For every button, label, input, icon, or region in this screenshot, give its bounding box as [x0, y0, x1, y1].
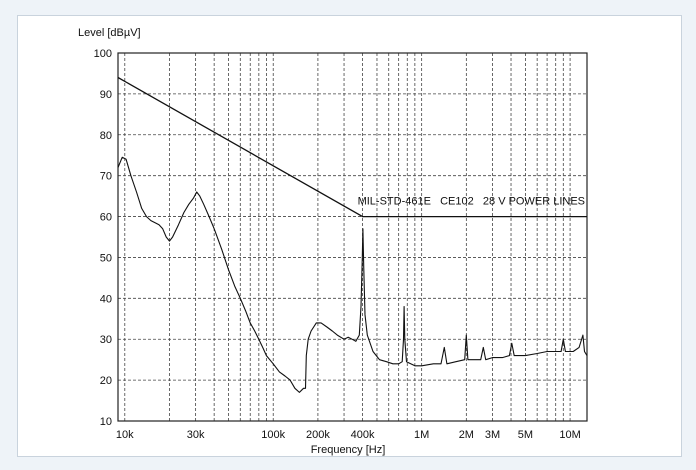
- grid-layer: [118, 53, 587, 421]
- x-tick-label: 3M: [485, 429, 500, 441]
- y-tick-label: 100: [94, 48, 112, 60]
- y-tick-label: 70: [100, 171, 112, 183]
- y-tick-label: 50: [100, 252, 112, 264]
- x-tick-label: 10k: [116, 429, 134, 441]
- y-tick-label: 60: [100, 212, 112, 224]
- measured-emission-line: [117, 156, 588, 393]
- limit-line-annotation: MIL-STD-461E CE102 28 V POWER LINES: [358, 196, 585, 208]
- axis-layer: 10 20 30 40 50 60 70 80 90 100 10k 30k 100k 200k 400k 1…: [94, 48, 581, 441]
- x-tick-label: 200k: [306, 429, 330, 441]
- x-tick-label: 2M: [459, 429, 474, 441]
- x-tick-label: 5M: [518, 429, 533, 441]
- y-tick-label: 20: [100, 375, 112, 387]
- y-tick-label: 90: [100, 89, 112, 101]
- limit-line: [117, 76, 587, 218]
- ce102-emission-chart: 10 20 30 40 50 60 70 80 90 100 10k 30k 100k 200k 400k 1…: [78, 27, 588, 456]
- plot-border: [117, 52, 588, 422]
- y-tick-label: 10: [100, 416, 112, 428]
- x-tick-label: 10M: [559, 429, 580, 441]
- series-layer: [117, 76, 588, 393]
- y-tick-label: 80: [100, 130, 112, 142]
- x-tick-label: 30k: [187, 429, 205, 441]
- x-axis-title: Frequency [Hz]: [311, 444, 386, 456]
- y-tick-label: 40: [100, 293, 112, 305]
- chart-frame: 10 20 30 40 50 60 70 80 90 100 10k 30k 100k 200k 400k 1…: [17, 15, 682, 457]
- x-tick-label: 100k: [261, 429, 285, 441]
- x-tick-label: 400k: [351, 429, 375, 441]
- y-axis-title: Level [dBµV]: [78, 27, 141, 39]
- x-tick-label: 1M: [414, 429, 429, 441]
- y-tick-label: 30: [100, 334, 112, 346]
